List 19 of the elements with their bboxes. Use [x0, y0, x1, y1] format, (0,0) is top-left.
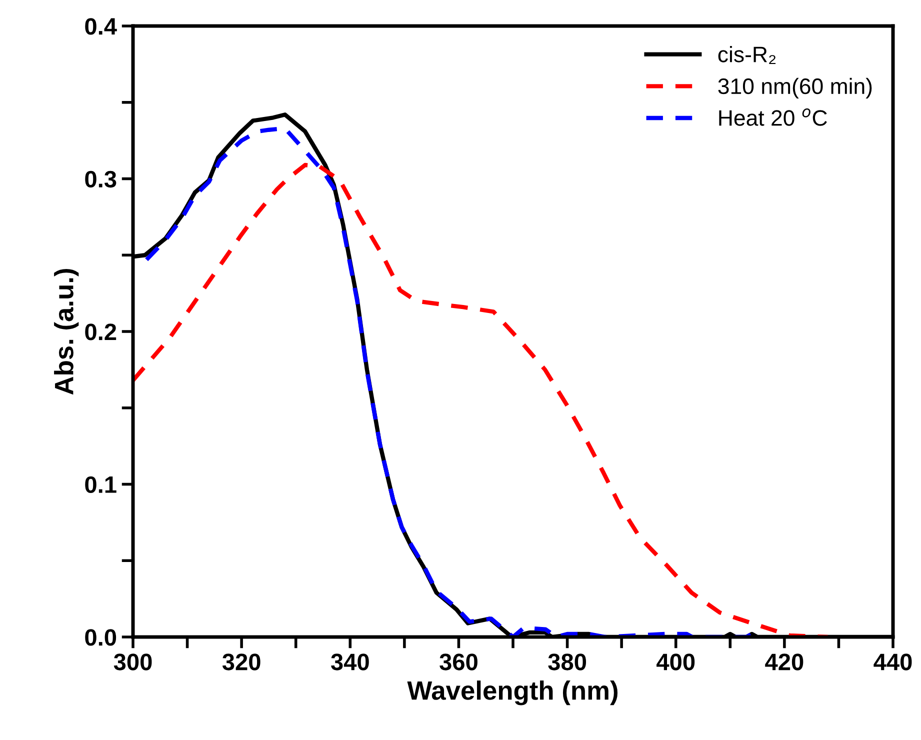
y-axis-title: Abs. (a.u.) — [54, 269, 79, 395]
y-tick-label: 0.3 — [85, 170, 116, 188]
x-tick-label: 380 — [548, 654, 586, 670]
y-tick-label: 0.1 — [85, 476, 116, 494]
x-tick-label: 420 — [765, 654, 804, 670]
line-series — [133, 162, 830, 637]
x-tick-label: 360 — [440, 654, 478, 670]
x-tick-label: 300 — [114, 654, 152, 670]
x-axis-title: Wavelength (nm) — [407, 680, 618, 706]
x-tick-label: 440 — [874, 654, 912, 670]
y-tick-label: 0.4 — [85, 18, 117, 35]
y-tick-label: 0.2 — [85, 324, 116, 340]
x-tick-label: 340 — [330, 654, 369, 670]
x-tick-label: 320 — [222, 654, 260, 670]
legend-label: cis-R₂ — [718, 46, 776, 64]
legend-label: 310 nm(60 min) — [718, 78, 872, 99]
legend-label: Heat 20 $^{o}$C — [719, 108, 827, 126]
y-tick-label: 0.0 — [85, 629, 116, 646]
x-tick-label: 400 — [656, 654, 695, 670]
